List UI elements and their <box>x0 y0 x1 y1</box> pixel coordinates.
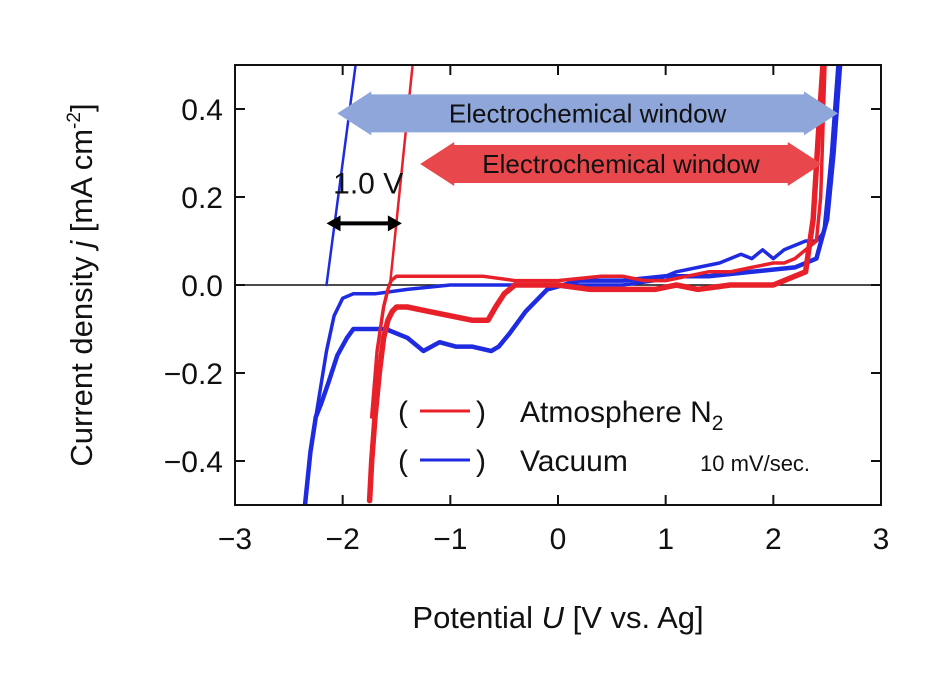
x-tick-label: −1 <box>433 523 467 556</box>
legend-paren-close: ) <box>476 445 486 478</box>
series-vacuum-curve-2 <box>314 65 840 419</box>
gap-arrow-head-left <box>326 215 341 232</box>
plot-data-layer <box>235 65 881 505</box>
y-tick-label: 0.0 <box>181 270 223 303</box>
scan-rate-label: 10 mV/sec. <box>700 451 810 476</box>
electrochemical-window-n2-label: Electrochemical window <box>482 149 760 179</box>
y-tick-label: 0.2 <box>181 182 223 215</box>
series-vacuum-curve-1 <box>302 65 843 505</box>
legend-label: Atmosphere N2 <box>520 396 723 435</box>
series-atmosphere-n2-curve-1 <box>366 65 826 504</box>
legend: () Atmosphere N2 () Vacuum 10 mV/sec. <box>398 396 810 478</box>
x-tick-label: 3 <box>873 523 890 556</box>
x-tick-label: 2 <box>765 523 782 556</box>
y-tick-label: 0.4 <box>181 94 223 127</box>
series-vacuum-curve-3 <box>325 65 357 287</box>
gap-label: 1.0 V <box>333 167 403 200</box>
y-tick-label: −0.4 <box>164 446 223 479</box>
x-tick-label: −2 <box>326 523 360 556</box>
x-axis-label: Potential U [V vs. Ag] <box>412 600 703 635</box>
x-tick-label: 0 <box>550 523 567 556</box>
x-tick-label: 1 <box>657 523 674 556</box>
x-tick-label: −3 <box>218 523 252 556</box>
legend-paren-open: ( <box>398 445 408 478</box>
legend-paren-open: ( <box>398 396 408 429</box>
electrochemical-window-vacuum-label: Electrochemical window <box>449 98 727 128</box>
legend-label: Vacuum <box>520 445 628 478</box>
axes: −3 −2 −1 0 1 2 3 −0.4 −0.2 0.0 0.2 0.4 <box>164 65 890 556</box>
annotations: Electrochemical window Electrochemical wi… <box>326 91 838 232</box>
gap-arrow-head-right <box>387 215 402 232</box>
electrochemical-window-vacuum-arrow <box>337 91 838 136</box>
legend-paren-close: ) <box>476 396 486 429</box>
series-atmosphere-n2-curve-2 <box>369 65 827 419</box>
y-tick-label: −0.2 <box>164 358 223 391</box>
y-axis-label: Current density j [mA cm-2] <box>64 103 99 466</box>
electrochemical-window-n2-arrow <box>420 142 822 186</box>
